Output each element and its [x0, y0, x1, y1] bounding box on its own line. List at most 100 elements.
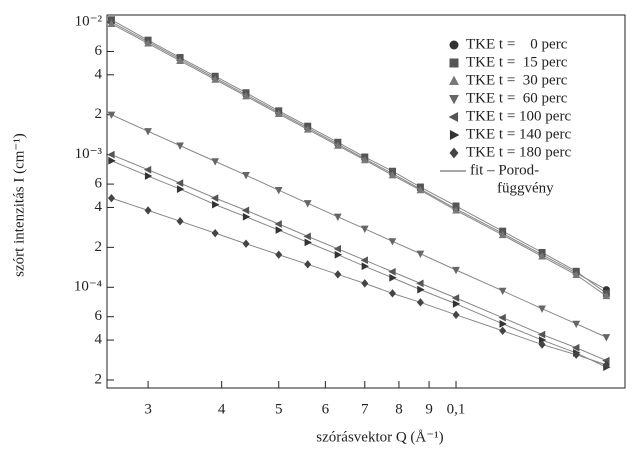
- x-tick-label: 3: [144, 401, 152, 417]
- data-point: [498, 230, 507, 239]
- data-point: [333, 141, 342, 149]
- data-point: [175, 179, 184, 187]
- data-point: [211, 228, 219, 238]
- x-tick-label: 0,1: [447, 401, 466, 417]
- y-tick-label: 2: [95, 371, 103, 387]
- y-tick-label: 10⁻³: [75, 146, 103, 162]
- data-point: [333, 244, 341, 253]
- data-point: [210, 194, 219, 202]
- plot-frame: [106, 14, 626, 389]
- data-point: [499, 319, 507, 328]
- data-point: [572, 343, 580, 352]
- x-tick-label: 8: [395, 401, 403, 417]
- data-point: [388, 238, 397, 246]
- data-point: [572, 350, 580, 359]
- y-tick-label: 10⁻²: [75, 13, 103, 29]
- data-point: [602, 291, 611, 300]
- legend-marker: [449, 130, 460, 140]
- data-point: [241, 206, 250, 215]
- data-point: [242, 212, 251, 221]
- y-tick-label: 2: [95, 239, 103, 255]
- x-tick-label: 6: [322, 401, 330, 417]
- data-point: [334, 250, 343, 259]
- data-point: [499, 326, 507, 335]
- data-point: [537, 330, 546, 339]
- legend-marker: [449, 94, 459, 105]
- data-point: [361, 262, 369, 271]
- data-point: [108, 156, 116, 165]
- data-point: [275, 250, 283, 259]
- y-tick-label: 10⁻⁴: [74, 279, 102, 295]
- data-point: [304, 238, 312, 247]
- y-tick-label: 4: [95, 331, 103, 347]
- data-point: [144, 39, 152, 47]
- data-point: [107, 150, 115, 159]
- x-tick-label: 5: [275, 401, 283, 417]
- data-point: [333, 213, 342, 221]
- data-point: [144, 206, 152, 215]
- legend-marker: [449, 40, 459, 50]
- y-tick-label: 6: [95, 308, 103, 324]
- y-tick-label: 4: [95, 199, 103, 215]
- data-point: [572, 270, 581, 279]
- legend-label: TKE t = 15 perc: [466, 54, 568, 70]
- data-point: [242, 91, 250, 100]
- y-tick-label: 6: [95, 176, 103, 192]
- data-point: [144, 172, 153, 180]
- data-point: [176, 142, 184, 150]
- data-point: [452, 202, 460, 210]
- x-tick-label: 9: [425, 401, 433, 417]
- fit-line: [111, 23, 607, 297]
- data-point: [274, 187, 283, 195]
- data-point: [143, 165, 152, 174]
- legend-label: TKE t = 0 perc: [466, 36, 568, 52]
- data-point: [416, 250, 425, 258]
- data-point: [360, 256, 368, 265]
- data-point: [303, 125, 312, 133]
- data-point: [242, 172, 250, 180]
- data-point: [452, 310, 460, 320]
- data-point: [211, 75, 220, 83]
- data-point: [303, 200, 312, 208]
- data-point: [176, 216, 184, 226]
- data-point: [242, 239, 250, 248]
- legend-marker: [449, 58, 459, 68]
- x-axis-label: szórásvektor Q (Å⁻¹): [316, 429, 443, 445]
- legend-marker: [448, 112, 459, 122]
- legend-marker: [449, 75, 459, 86]
- data-point: [274, 220, 282, 228]
- legend-label: TKE t = 30 perc: [466, 72, 568, 88]
- data-point: [107, 19, 116, 27]
- x-tick-label: 7: [361, 401, 369, 417]
- legend-label: függvény: [497, 180, 554, 196]
- y-axis-label: szórt intenzitás I (cm⁻¹): [11, 133, 27, 277]
- data-point: [304, 260, 312, 269]
- data-point: [107, 111, 116, 119]
- fit-line: [111, 114, 607, 338]
- data-point: [538, 252, 546, 260]
- legend-marker: [449, 147, 459, 159]
- legend-label: fit – Porod-: [470, 162, 539, 178]
- data-point: [360, 225, 369, 234]
- data-point: [389, 273, 397, 282]
- fit-line: [111, 160, 607, 368]
- data-point: [538, 340, 546, 349]
- data-point: [452, 206, 460, 214]
- fit-line: [111, 197, 607, 366]
- fit-line: [111, 21, 607, 291]
- data-point: [498, 313, 506, 322]
- data-point: [360, 155, 369, 164]
- legend-label: TKE t = 140 perc: [466, 126, 571, 142]
- y-tick-label: 4: [95, 66, 103, 82]
- data-point: [498, 287, 507, 296]
- data-point: [602, 360, 610, 370]
- data-point: [388, 171, 397, 179]
- legend-label: TKE t = 180 perc: [466, 144, 571, 160]
- data-point: [416, 185, 425, 194]
- data-point: [176, 185, 185, 193]
- data-point: [274, 109, 283, 118]
- data-point: [388, 289, 396, 298]
- data-point: [416, 279, 424, 288]
- data-point: [602, 334, 611, 342]
